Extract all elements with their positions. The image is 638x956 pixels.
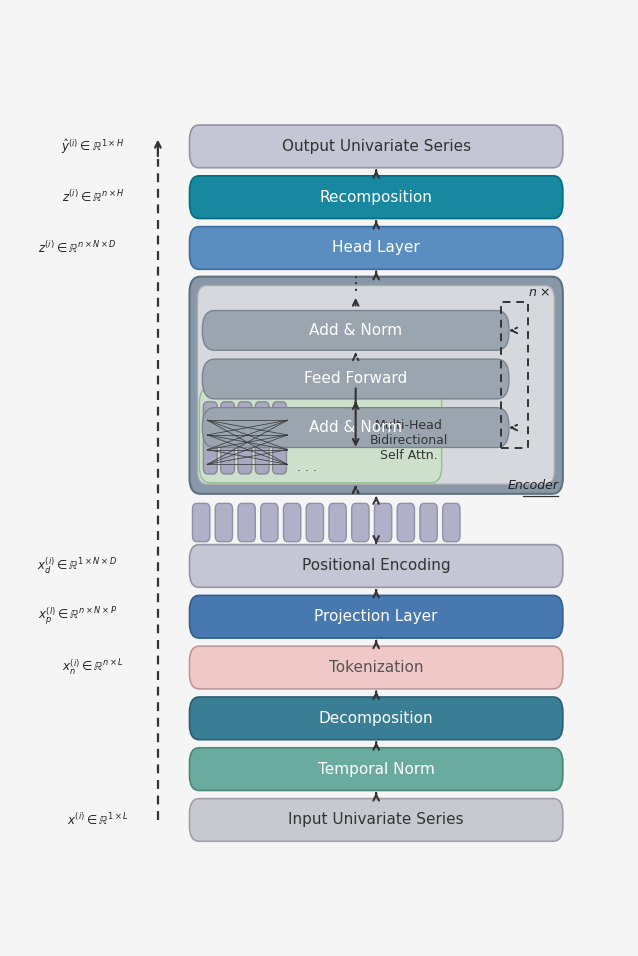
FancyBboxPatch shape xyxy=(329,504,346,542)
FancyBboxPatch shape xyxy=(283,504,300,542)
FancyBboxPatch shape xyxy=(189,798,563,841)
FancyBboxPatch shape xyxy=(238,402,252,474)
FancyBboxPatch shape xyxy=(202,311,509,350)
FancyBboxPatch shape xyxy=(397,504,415,542)
Text: Feed Forward: Feed Forward xyxy=(304,372,407,386)
FancyBboxPatch shape xyxy=(189,227,563,270)
FancyBboxPatch shape xyxy=(189,276,563,494)
FancyBboxPatch shape xyxy=(272,402,286,474)
FancyBboxPatch shape xyxy=(202,359,509,399)
FancyBboxPatch shape xyxy=(193,504,210,542)
Text: $z^{(i)} \in \mathbb{R}^{n \times H}$: $z^{(i)} \in \mathbb{R}^{n \times H}$ xyxy=(61,189,124,206)
Text: $n$ ×: $n$ × xyxy=(528,287,551,299)
FancyBboxPatch shape xyxy=(202,407,509,447)
FancyBboxPatch shape xyxy=(204,402,217,474)
Text: $x_d^{(i)} \in \mathbb{R}^{1 \times N \times D}$: $x_d^{(i)} \in \mathbb{R}^{1 \times N \t… xyxy=(37,555,117,576)
FancyBboxPatch shape xyxy=(238,504,255,542)
Text: $z^{(i)} \in \mathbb{R}^{n \times N \times D}$: $z^{(i)} \in \mathbb{R}^{n \times N \tim… xyxy=(38,240,117,256)
Text: · · ·: · · · xyxy=(297,465,317,477)
Text: Recomposition: Recomposition xyxy=(320,189,433,205)
Text: $x_p^{(l)} \in \mathbb{R}^{n \times N \times P}$: $x_p^{(l)} \in \mathbb{R}^{n \times N \t… xyxy=(38,606,117,627)
FancyBboxPatch shape xyxy=(352,504,369,542)
Text: Temporal Norm: Temporal Norm xyxy=(318,762,434,776)
Text: Output Univariate Series: Output Univariate Series xyxy=(281,139,471,154)
Text: $x_n^{(i)} \in \mathbb{R}^{n \times L}$: $x_n^{(i)} \in \mathbb{R}^{n \times L}$ xyxy=(63,658,124,677)
Text: Tokenization: Tokenization xyxy=(329,660,424,675)
FancyBboxPatch shape xyxy=(189,545,563,587)
Text: Projection Layer: Projection Layer xyxy=(315,609,438,624)
Text: Positional Encoding: Positional Encoding xyxy=(302,558,450,574)
FancyBboxPatch shape xyxy=(261,504,278,542)
FancyBboxPatch shape xyxy=(443,504,460,542)
FancyBboxPatch shape xyxy=(197,286,554,485)
Text: Multi-Head
Bidirectional
Self Attn.: Multi-Head Bidirectional Self Attn. xyxy=(369,419,448,462)
FancyBboxPatch shape xyxy=(189,646,563,689)
Text: Input Univariate Series: Input Univariate Series xyxy=(288,813,464,828)
FancyBboxPatch shape xyxy=(221,402,235,474)
FancyBboxPatch shape xyxy=(306,504,323,542)
FancyBboxPatch shape xyxy=(200,387,441,483)
FancyBboxPatch shape xyxy=(255,402,269,474)
Text: Add & Norm: Add & Norm xyxy=(309,420,402,435)
FancyBboxPatch shape xyxy=(375,504,392,542)
Text: $x^{(i)} \in \mathbb{R}^{1 \times L}$: $x^{(i)} \in \mathbb{R}^{1 \times L}$ xyxy=(67,812,129,828)
Text: $\hat{y}^{(i)} \in \mathbb{R}^{1 \times H}$: $\hat{y}^{(i)} \in \mathbb{R}^{1 \times … xyxy=(61,137,124,156)
FancyBboxPatch shape xyxy=(189,697,563,740)
FancyBboxPatch shape xyxy=(420,504,437,542)
FancyBboxPatch shape xyxy=(189,596,563,638)
Text: ⋮: ⋮ xyxy=(346,275,365,293)
FancyBboxPatch shape xyxy=(189,748,563,791)
Text: Head Layer: Head Layer xyxy=(332,241,420,255)
Text: Decomposition: Decomposition xyxy=(319,711,433,726)
FancyBboxPatch shape xyxy=(189,125,563,167)
Text: Encoder: Encoder xyxy=(507,479,558,492)
FancyBboxPatch shape xyxy=(215,504,232,542)
Text: Add & Norm: Add & Norm xyxy=(309,323,402,337)
FancyBboxPatch shape xyxy=(189,176,563,219)
